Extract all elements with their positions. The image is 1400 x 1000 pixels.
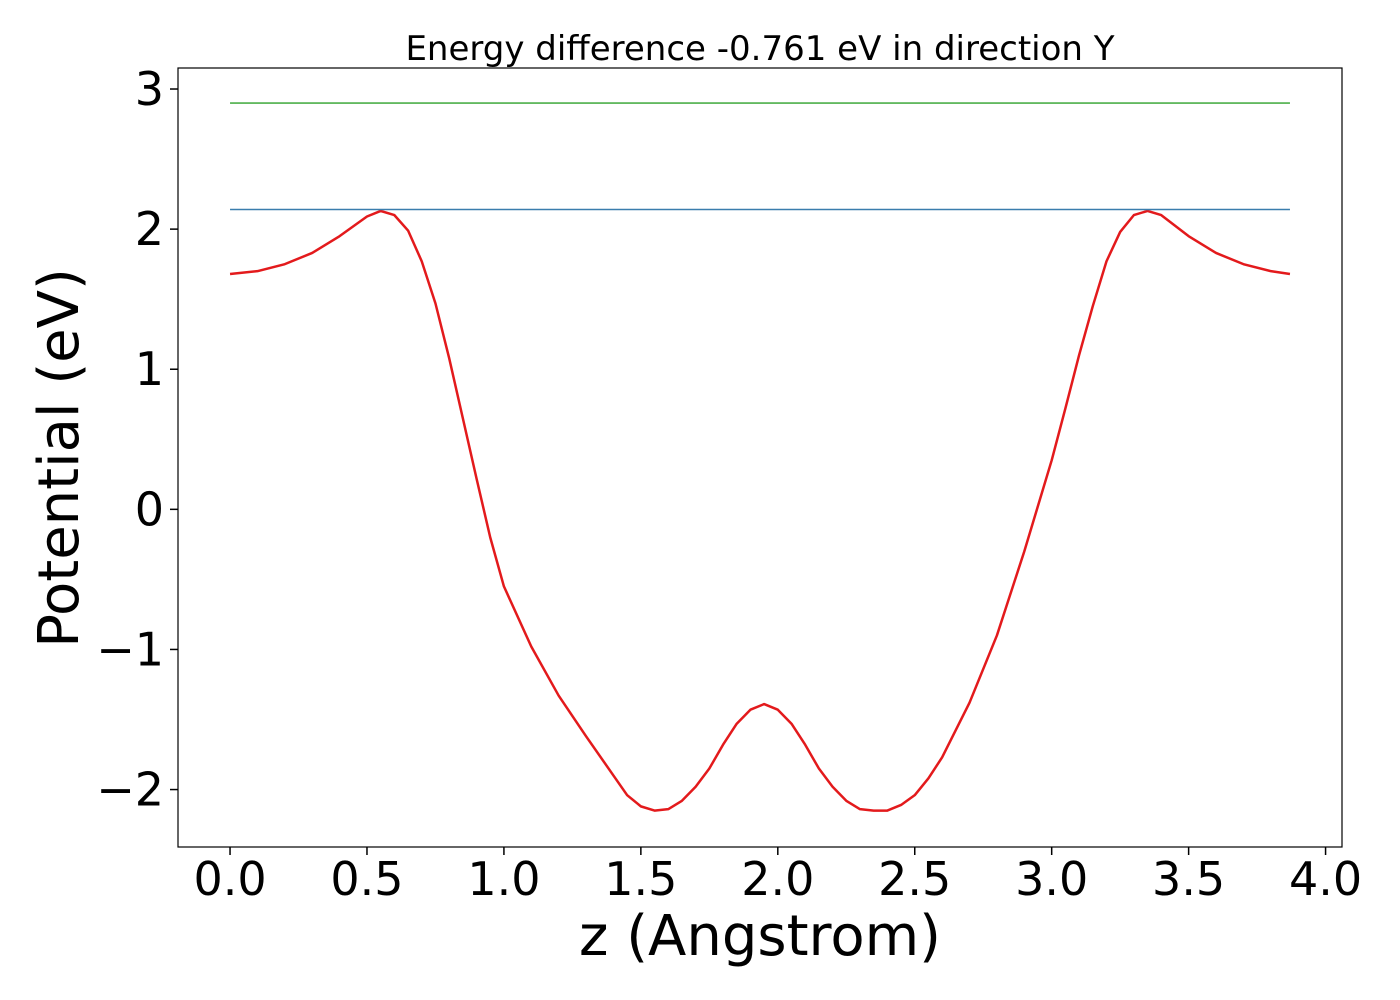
x-tick-label: 3.5 — [1152, 852, 1225, 906]
y-tick-label: −2 — [96, 763, 164, 817]
x-tick-label: 3.0 — [1015, 852, 1088, 906]
x-tick-label: 0.5 — [330, 852, 403, 906]
x-tick-label: 1.5 — [604, 852, 677, 906]
y-tick-label: 2 — [135, 202, 164, 256]
plot-frame — [177, 67, 1343, 848]
x-tick-label: 1.0 — [467, 852, 540, 906]
x-tick-label: 0.0 — [193, 852, 266, 906]
y-tick-label: −1 — [96, 622, 164, 676]
x-tick-label: 4.0 — [1289, 852, 1362, 906]
series-line — [229, 209, 1291, 812]
x-tick-label: 2.0 — [741, 852, 814, 906]
x-tick-label: 2.5 — [878, 852, 951, 906]
y-tick-label: 0 — [135, 482, 164, 536]
y-tick-label: 1 — [135, 342, 164, 396]
y-tick-label: 3 — [135, 62, 164, 116]
x-axis-label: z (Angstrom) — [579, 904, 941, 969]
y-axis-label: Potential (eV) — [27, 268, 92, 648]
chart-title: Energy difference -0.761 eV in direction… — [405, 29, 1114, 69]
